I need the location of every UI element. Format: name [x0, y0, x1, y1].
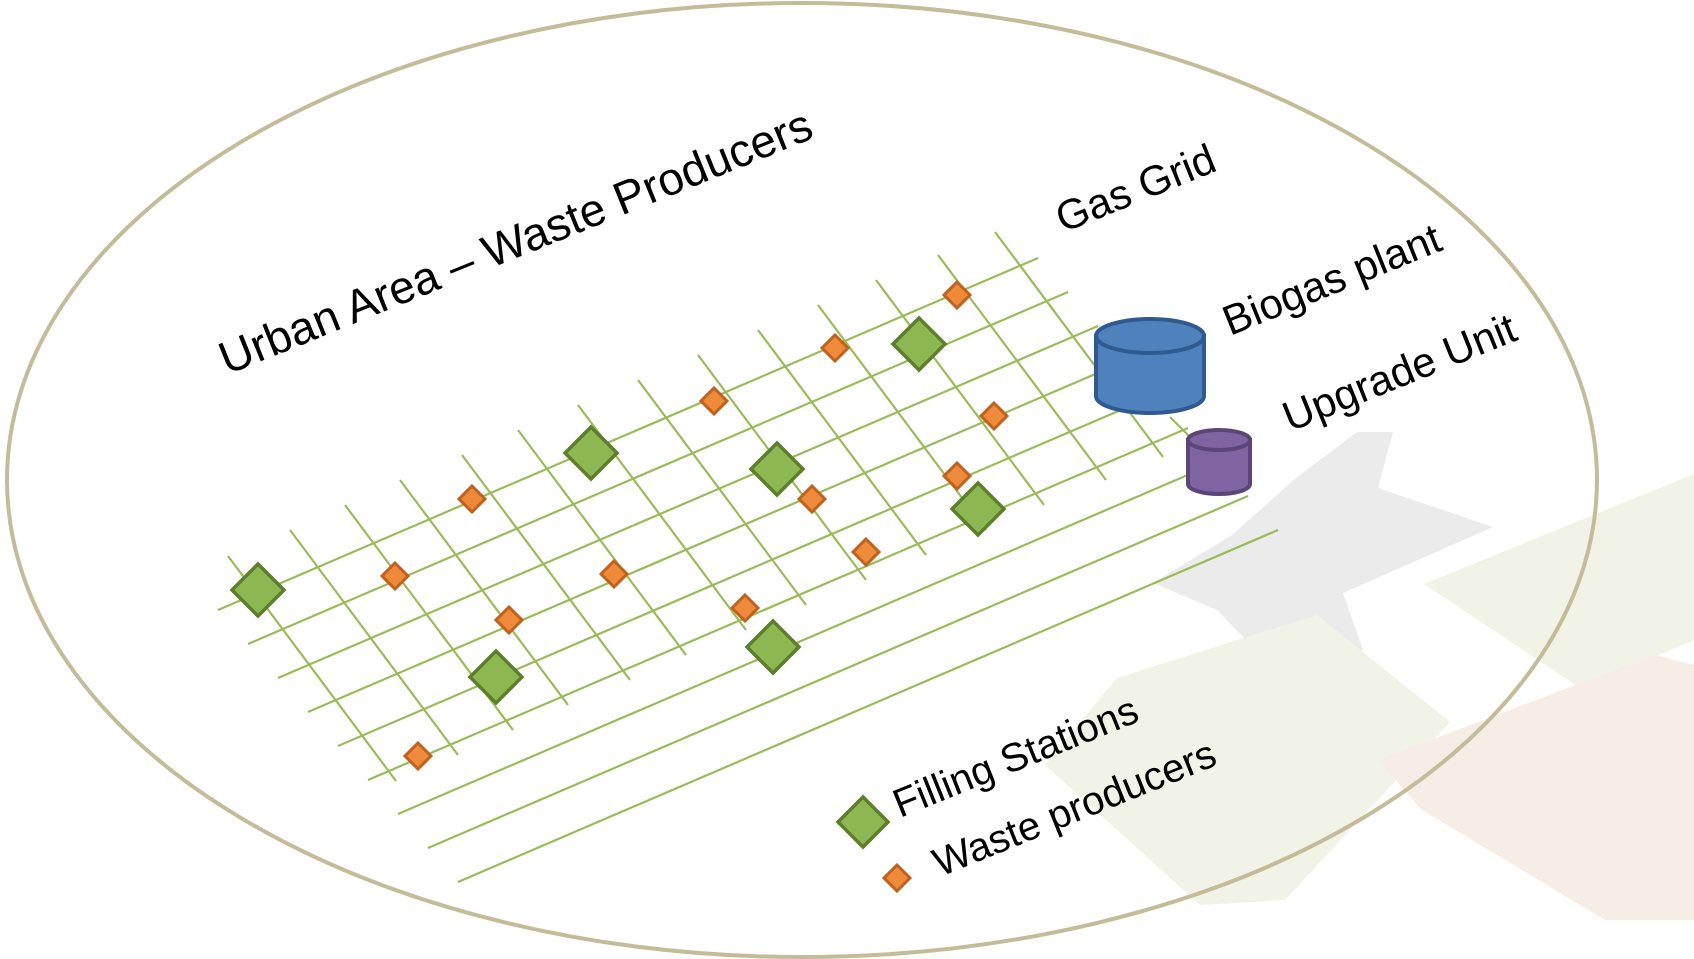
- urban-area-boundary: [5, 1, 1599, 959]
- waste-producer-marker-3: [698, 385, 730, 417]
- street-line-rising-1: [217, 256, 1039, 612]
- background-decorative-shapes: [1045, 432, 1694, 920]
- waste-producer-marker-4: [456, 483, 488, 515]
- street-line-falling-6: [517, 429, 687, 656]
- street-line-rising-5: [337, 392, 1159, 748]
- upgrade-unit-body: [1186, 438, 1252, 496]
- background-green-shape-lower: [1045, 615, 1450, 905]
- background-green-shape: [1424, 474, 1694, 688]
- street-line-falling-4: [399, 479, 569, 706]
- waste-producer-marker-8: [796, 483, 828, 515]
- street-line-rising-6: [367, 426, 1189, 782]
- background-gray-shape: [1153, 432, 1493, 665]
- biogas-plant-label: Biogas plant: [1216, 214, 1448, 344]
- waste-producer-marker-10: [978, 400, 1010, 432]
- waste-producer-marker-9: [941, 460, 973, 492]
- street-line-falling-10: [757, 329, 927, 556]
- filling-station-marker-7: [744, 618, 802, 676]
- gas-grid-label: Gas Grid: [1049, 135, 1222, 242]
- street-line-falling-5: [461, 454, 631, 681]
- diagram-title: Urban Area – Waste Producers: [211, 98, 819, 384]
- waste-producer-marker-11: [850, 536, 882, 568]
- biogas-plant-tank: [1094, 317, 1206, 415]
- plant-to-upgrade-connector: [1169, 416, 1191, 438]
- street-line-falling-14: [994, 231, 1164, 458]
- waste-producer-marker-13: [402, 740, 434, 772]
- waste-producer-marker-2: [819, 332, 851, 364]
- waste-producer-marker-7: [598, 558, 630, 590]
- background-rose-shape: [1378, 655, 1694, 920]
- upgrade-unit-label: Upgrade Unit: [1276, 304, 1523, 440]
- upgrade-unit-tank: [1186, 428, 1252, 496]
- filling-station-marker-3: [562, 424, 620, 482]
- street-line-rising-7: [397, 460, 1219, 816]
- legend-waste-producer-icon: [881, 862, 913, 894]
- upgrade-unit-top: [1186, 428, 1252, 452]
- waste-producer-marker-5: [379, 560, 411, 592]
- filling-station-marker-4: [748, 440, 806, 498]
- street-line-falling-8: [637, 379, 807, 606]
- street-line-rising-3: [277, 324, 1099, 680]
- filling-station-marker-6: [949, 480, 1007, 538]
- street-line-falling-11: [817, 304, 987, 531]
- street-line-rising-8: [427, 494, 1249, 850]
- filling-station-marker-5: [890, 315, 948, 373]
- waste-producer-marker-1: [941, 279, 973, 311]
- legend-filling-station-icon: [835, 794, 891, 850]
- filling-stations: [229, 315, 1007, 706]
- biogas-plant-body: [1094, 334, 1206, 415]
- street-line-falling-2: [289, 529, 459, 756]
- street-line-falling-12: [875, 279, 1045, 506]
- filling-station-marker-2: [467, 648, 525, 706]
- filling-station-marker-1: [229, 561, 287, 619]
- biogas-plant-top: [1094, 317, 1206, 355]
- waste-producer-marker-6: [493, 604, 525, 636]
- waste-producers: [379, 279, 1010, 772]
- waste-producer-marker-12: [729, 592, 761, 624]
- street-line-rising-9: [457, 528, 1279, 884]
